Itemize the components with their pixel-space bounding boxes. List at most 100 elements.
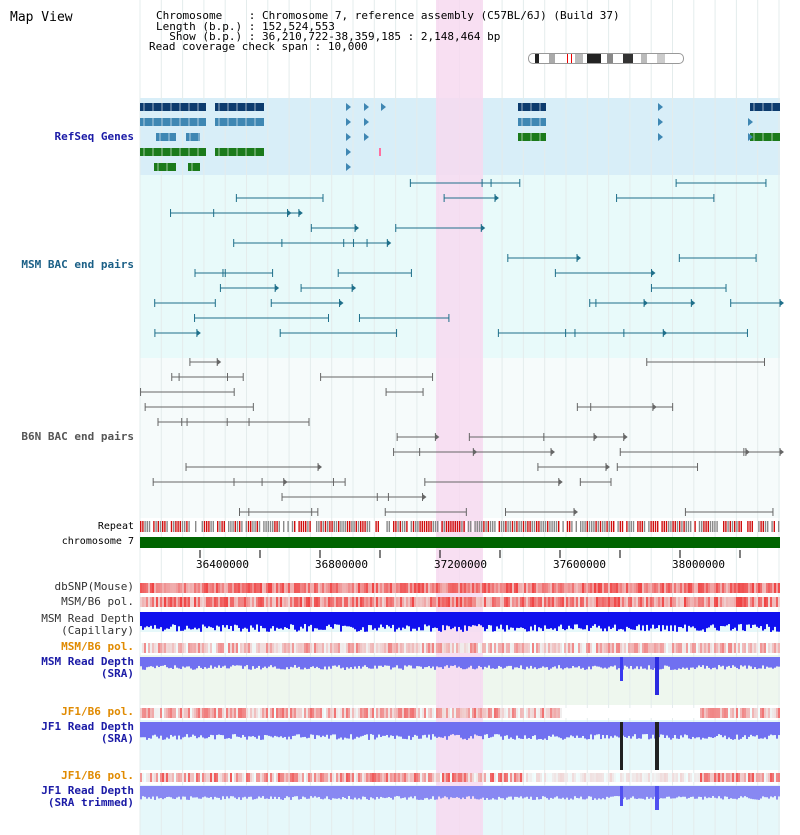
msm-b6-pol-sra-cell [408,643,410,653]
jf1-b6-pol-cell-2 [356,773,358,782]
msm-b6-pol-sra-cell [324,643,326,653]
jf1-trim-depth-bar [188,786,190,800]
repeat-element [258,521,261,532]
dbsnp-cell [262,583,264,593]
jf1-b6-pol-cell [512,708,514,718]
jf1-b6-pol-cell-2 [712,773,714,782]
msm-b6-pol-sra-cell [388,643,390,653]
repeat-element [668,521,670,532]
msm-sra-depth-bar [310,657,312,668]
capillary-depth-bar [374,612,376,629]
msm-bac-pair-arrow [663,330,668,336]
jf1-b6-pol-cell-2 [758,773,760,782]
jf1-b6-pol-cell [390,708,392,718]
msm-sra-depth-bar [342,657,344,668]
msm-sra-depth-bar [760,657,762,669]
track-label-msm-b6-pol-sra: MSM/B6 pol. [61,640,134,653]
msm-sra-depth-bar [748,657,750,666]
dbsnp-cell [246,583,248,593]
msm-sra-depth-bar [452,657,454,666]
msm-b6-pol-cell [606,597,608,607]
msm-b6-pol-cell [142,597,144,607]
repeat-element [415,521,417,532]
jf1-b6-pol-cell-2 [366,773,368,782]
jf1-b6-pol-cell [700,708,702,718]
msm-b6-pol-sra-cell [514,643,516,653]
jf1-trim-depth-bar [760,786,762,799]
jf1-sra-depth-bar [734,722,736,740]
jf1-trim-depth-bar [774,786,776,797]
msm-sra-depth-bar [170,657,172,668]
repeat-element [613,521,615,532]
dbsnp-cell [770,583,772,593]
repeat-element [476,521,478,532]
msm-b6-pol-cell [304,597,306,607]
repeat-element [696,521,698,532]
jf1-b6-pol-cell [720,708,722,718]
jf1-sra-depth-bar [706,722,708,739]
capillary-depth-bar [470,612,472,627]
msm-b6-pol-sra-cell [546,643,548,653]
jf1-b6-pol-cell [266,708,268,718]
capillary-depth-bar [438,612,440,631]
jf1-b6-pol-cell [184,708,186,718]
jf1-trim-depth-bar [708,786,710,798]
jf1-sra-depth-bar [286,722,288,740]
msm-b6-pol-cell [414,597,416,607]
repeat-element [481,521,483,532]
capillary-depth-bar [700,612,702,631]
jf1-trim-depth-bar [520,786,522,797]
dbsnp-cell [346,583,348,593]
jf1-sra-depth-bar [452,722,454,735]
msm-b6-pol-cell [458,597,460,607]
jf1-trim-depth-bar [486,786,488,799]
jf1-trim-depth-bar [614,786,616,797]
jf1-sra-depth-bar [450,722,452,735]
jf1-b6-pol-cell [284,708,286,718]
msm-b6-pol-sra-cell [584,643,586,653]
repeat-element [395,521,397,532]
capillary-depth-bar [488,612,490,626]
gene-marker [379,148,381,156]
msm-sra-depth-bar [722,657,724,666]
jf1-b6-pol-cell-2 [394,773,396,782]
msm-b6-pol-sra-cell [304,643,306,653]
capillary-depth-bar [678,612,680,627]
jf1-b6-pol-cell-2 [360,773,362,782]
jf1-trim-depth-bar [716,786,718,799]
dbsnp-cell [230,583,232,593]
chromosome-ideogram[interactable] [528,53,684,64]
capillary-depth-bar [286,612,288,628]
jf1-sra-depth-bar [686,722,688,736]
jf1-sra-depth-bar [752,722,754,737]
msm-sra-depth-bar [368,657,370,669]
jf1-trim-depth-bar [224,786,226,800]
jf1-b6-pol-cell [586,708,588,718]
jf1-b6-pol-cell-2 [686,773,688,782]
capillary-depth-bar [564,612,566,631]
axis-tick-label: 37200000 [434,558,487,571]
jf1-trim-depth-bar [554,786,556,798]
jf1-trim-depth-bar [440,786,442,799]
msm-b6-pol-sra-cell [588,643,590,653]
msm-b6-pol-sra-cell [246,643,248,653]
dbsnp-cell [596,583,598,593]
jf1-b6-pol-cell-2 [470,773,472,782]
ideogram-position-marker [567,54,572,63]
jf1-sra-depth-bar [330,722,332,736]
jf1-trim-depth-bar [244,786,246,797]
jf1-trim-depth-bar [508,786,510,797]
repeat-element [514,521,516,532]
msm-sra-depth-bar [276,657,278,669]
msm-b6-pol-cell [466,597,468,607]
jf1-b6-pol-cell-2 [192,773,194,782]
msm-sra-depth-bar [528,657,530,669]
jf1-trim-depth-bar [626,786,628,800]
jf1-trim-depth-bar [690,786,692,797]
msm-sra-depth-bar [142,657,144,670]
jf1-sra-depth-bar [468,722,470,739]
msm-b6-pol-cell [340,597,342,607]
dbsnp-cell [672,583,674,593]
dbsnp-cell [402,583,404,593]
capillary-depth-bar [664,612,666,630]
